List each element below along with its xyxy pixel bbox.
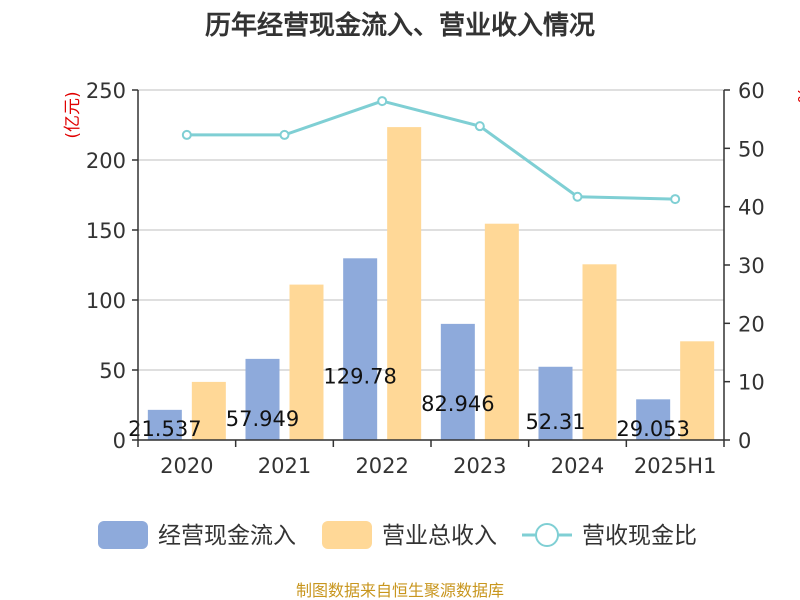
bar-data-label: 129.78 (323, 365, 396, 389)
right-axis-tick-label: 10 (738, 371, 765, 395)
right-axis-unit: % (793, 87, 800, 103)
legend-label: 经营现金流入 (158, 523, 296, 549)
gridlines (138, 89, 724, 441)
legend-label: 营收现金比 (582, 523, 697, 549)
left-axis-tick-label: 150 (86, 219, 126, 243)
bar (343, 258, 378, 440)
ratio-line-point (377, 96, 388, 107)
bar (538, 366, 573, 440)
right-axis-tick-label: 0 (738, 429, 751, 453)
right-axis-tick-label: 50 (738, 137, 765, 161)
left-axis-tick-label: 200 (86, 149, 126, 173)
right-axis-tick-label: 40 (738, 196, 765, 220)
ratio-line-point (670, 194, 681, 205)
bar-data-label: 52.31 (525, 410, 585, 434)
left-axis-tick-label: 0 (113, 429, 126, 453)
legend-swatch (98, 521, 148, 549)
bar-data-label: 82.946 (421, 392, 494, 416)
source-note: 制图数据来自恒生聚源数据库 (296, 581, 504, 600)
bar (289, 284, 324, 440)
bars (147, 127, 715, 440)
ratio-line-point (181, 129, 192, 140)
x-axis-tick-label: 2020 (160, 454, 213, 478)
legend-swatch (322, 521, 372, 549)
bar-data-label: 57.949 (226, 407, 299, 431)
bar (636, 399, 671, 440)
left-axis-tick-label: 100 (86, 289, 126, 313)
bar-data-label: 29.053 (616, 417, 689, 441)
right-axis-tick-label: 20 (738, 312, 765, 336)
bar (387, 127, 422, 440)
ratio-line-path (186, 99, 676, 201)
x-axis-tick-label: 2024 (551, 454, 604, 478)
x-axis-tick-label: 2025H1 (634, 454, 717, 478)
left-axis-tick-label: 50 (99, 359, 126, 383)
left-axis-tick-label: 250 (86, 79, 126, 103)
bar (191, 381, 226, 440)
bar (147, 409, 182, 440)
bar-data-label: 21.537 (128, 417, 201, 441)
ratio-line-point (572, 191, 583, 202)
right-axis-tick-label: 30 (738, 254, 765, 278)
ratio-line (181, 96, 681, 205)
bar (680, 341, 715, 440)
right-axis-tick-label: 60 (738, 79, 765, 103)
x-axis-tick-label: 2021 (258, 454, 311, 478)
ratio-line-point (279, 129, 290, 140)
legend-label: 营业总收入 (382, 523, 497, 549)
bar (484, 223, 519, 440)
axes: 0 50 100 150 200 250 0 10 20 30 40 50 60 2020 2021 2022… (86, 79, 765, 478)
bar (245, 358, 280, 440)
legend-marker (535, 523, 559, 547)
x-axis-tick-label: 2023 (453, 454, 506, 478)
chart-title: 历年经营现金流入、营业收入情况 (205, 10, 595, 41)
legend: 经营现金流入 营业总收入 营收现金比 (98, 521, 697, 549)
data-labels: 21.537 57.949 129.78 82.946 52.31 29.053 (128, 365, 690, 441)
bar (440, 323, 475, 440)
bar (582, 264, 617, 440)
x-axis-tick-label: 2022 (355, 454, 408, 478)
ratio-line-point (474, 121, 485, 132)
left-axis-unit: (亿元) (63, 91, 83, 138)
